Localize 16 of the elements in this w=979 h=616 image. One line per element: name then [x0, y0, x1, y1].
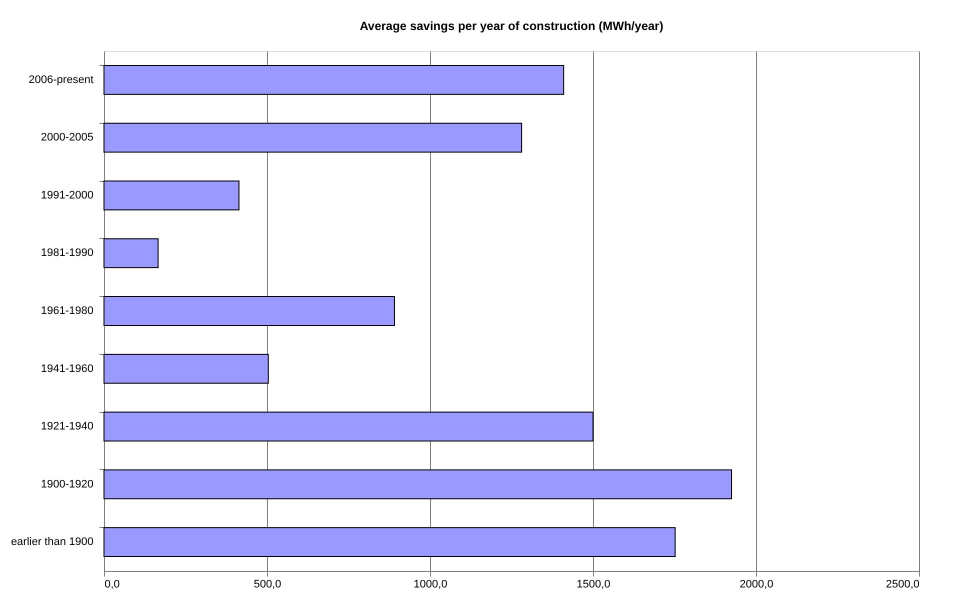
- y-tick-label: 2000-2005: [40, 132, 94, 144]
- y-tick-label: 1900-1920: [40, 478, 94, 490]
- x-tick-label: 2500,0: [886, 578, 920, 590]
- y-tick-label: 1981-1990: [40, 247, 94, 260]
- x-tick-label: 1000,0: [414, 578, 448, 590]
- y-tick-label: 1961-1980: [40, 305, 94, 317]
- y-tick-label: 1941-1960: [40, 362, 94, 375]
- chart-title: Average savings per year of construction (MWh/year): [360, 19, 664, 33]
- y-tick-label: 1991-2000: [40, 189, 94, 202]
- x-tick-label: 2000,0: [740, 578, 774, 590]
- y-tick-label: 2006-present: [28, 74, 94, 86]
- y-tick-label: 1921-1940: [40, 420, 94, 433]
- x-tick-label: 1500,0: [576, 578, 610, 590]
- x-tick-label: 500,0: [254, 578, 282, 590]
- y-tick-label: earlier than 1900: [10, 536, 94, 548]
- x-tick-label: 0,0: [104, 578, 120, 590]
